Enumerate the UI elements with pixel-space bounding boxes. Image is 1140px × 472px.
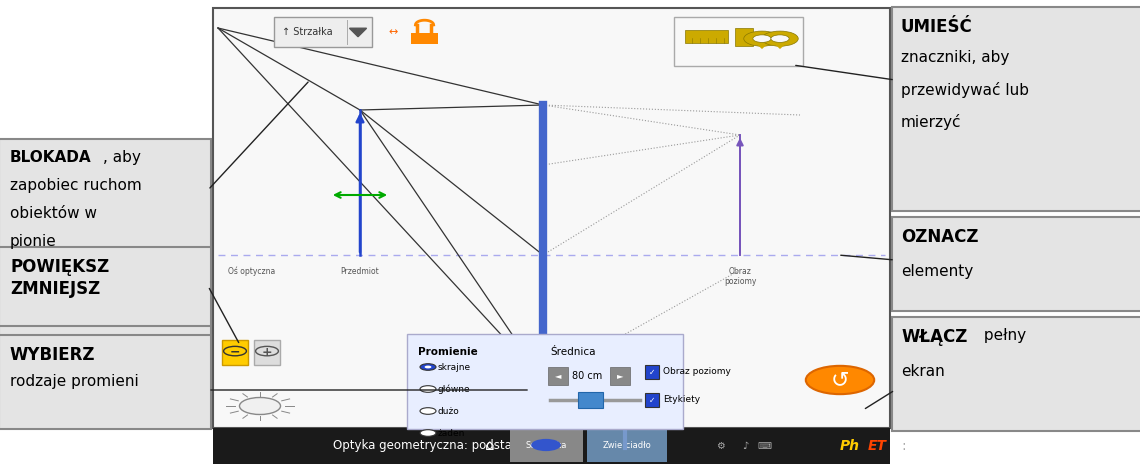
Text: Ph: Ph: [840, 439, 860, 453]
Text: ekran: ekran: [901, 364, 945, 379]
Text: Oś optyczna: Oś optyczna: [228, 267, 275, 277]
Text: +: +: [262, 346, 272, 359]
Bar: [645, 393, 659, 407]
Text: Etykiety: Etykiety: [663, 396, 700, 405]
Text: WŁĄCZ: WŁĄCZ: [901, 328, 968, 346]
Text: 80 cm: 80 cm: [572, 371, 602, 381]
Text: UMIEŚĆ: UMIEŚĆ: [901, 18, 972, 36]
Text: Zwierciadło
płaskie: Zwierciadło płaskie: [521, 388, 565, 407]
Text: WYBIERZ: WYBIERZ: [10, 346, 96, 364]
FancyBboxPatch shape: [891, 217, 1140, 312]
Bar: [548, 367, 568, 385]
Text: ◄: ◄: [555, 371, 561, 380]
Circle shape: [420, 408, 435, 414]
Text: pionie: pionie: [10, 234, 57, 249]
Bar: [222, 340, 249, 365]
Text: BLOKADA: BLOKADA: [10, 150, 91, 165]
Text: Promienie: Promienie: [418, 347, 478, 357]
Text: mierzyć: mierzyć: [901, 114, 961, 130]
Bar: [735, 28, 754, 46]
Circle shape: [762, 31, 798, 46]
Bar: [587, 430, 667, 462]
Text: ⌨: ⌨: [758, 441, 772, 451]
Circle shape: [771, 35, 789, 42]
Bar: [685, 30, 728, 43]
Circle shape: [420, 364, 435, 371]
Text: Obraz
poziomy: Obraz poziomy: [724, 267, 756, 287]
Text: Zwierciadło: Zwierciadło: [603, 441, 651, 450]
FancyBboxPatch shape: [0, 335, 211, 430]
Text: przewidywać lub: przewidywać lub: [901, 82, 1029, 98]
Text: główne: główne: [438, 384, 471, 394]
Text: ↺: ↺: [831, 370, 849, 390]
Text: ET: ET: [868, 439, 887, 453]
Circle shape: [424, 366, 431, 369]
Text: ♪: ♪: [742, 441, 748, 451]
Circle shape: [752, 35, 771, 42]
FancyBboxPatch shape: [0, 139, 211, 391]
Text: rodzaje promieni: rodzaje promieni: [10, 374, 139, 389]
Bar: [578, 392, 603, 408]
Polygon shape: [751, 39, 772, 48]
Bar: [610, 367, 630, 385]
Circle shape: [531, 439, 561, 451]
Text: Przedmiot: Przedmiot: [341, 267, 380, 276]
Bar: [510, 430, 583, 462]
Text: pełny: pełny: [978, 328, 1026, 343]
Text: ⌂: ⌂: [486, 438, 495, 454]
Text: :: :: [902, 439, 906, 453]
Text: ↔: ↔: [388, 27, 398, 37]
Polygon shape: [770, 39, 790, 48]
Text: ✓: ✓: [649, 396, 656, 405]
Circle shape: [239, 397, 280, 414]
Text: dużo: dużo: [438, 406, 459, 415]
Text: ⚙: ⚙: [716, 441, 724, 451]
Text: Optyka geometryczna: podstawy: Optyka geometryczna: podstawy: [333, 439, 529, 453]
Text: ↑ Strzałka: ↑ Strzałka: [282, 27, 333, 37]
FancyBboxPatch shape: [674, 17, 804, 67]
Circle shape: [806, 366, 874, 394]
Text: skrajne: skrajne: [438, 362, 471, 371]
Circle shape: [743, 31, 780, 46]
Text: Soczewka: Soczewka: [526, 441, 567, 450]
Text: OZNACZ: OZNACZ: [901, 228, 978, 246]
FancyBboxPatch shape: [407, 334, 683, 430]
Text: obiektów w: obiektów w: [10, 206, 97, 221]
FancyBboxPatch shape: [891, 317, 1140, 431]
Text: Średnica: Średnica: [549, 347, 595, 357]
Text: −: −: [230, 346, 241, 359]
FancyBboxPatch shape: [0, 246, 211, 327]
Bar: [254, 340, 280, 365]
Text: Obraz poziomy: Obraz poziomy: [663, 368, 731, 377]
Circle shape: [420, 386, 435, 392]
Bar: [213, 8, 890, 428]
Text: ►: ►: [617, 371, 624, 380]
FancyBboxPatch shape: [410, 33, 438, 44]
Text: POWIĘKSZ
ZMNIEJSZ: POWIĘKSZ ZMNIEJSZ: [10, 258, 109, 297]
Bar: [213, 428, 890, 464]
Text: ✓: ✓: [649, 368, 656, 377]
Text: , aby: , aby: [104, 150, 141, 165]
Bar: [645, 365, 659, 379]
FancyBboxPatch shape: [274, 17, 373, 47]
Text: żaden: żaden: [438, 429, 465, 438]
Text: znaczniki, aby: znaczniki, aby: [901, 50, 1009, 65]
Circle shape: [420, 430, 435, 436]
Text: zapobiec ruchom: zapobiec ruchom: [10, 178, 141, 193]
FancyBboxPatch shape: [891, 7, 1140, 211]
Polygon shape: [350, 28, 367, 37]
Text: elementy: elementy: [901, 264, 974, 279]
